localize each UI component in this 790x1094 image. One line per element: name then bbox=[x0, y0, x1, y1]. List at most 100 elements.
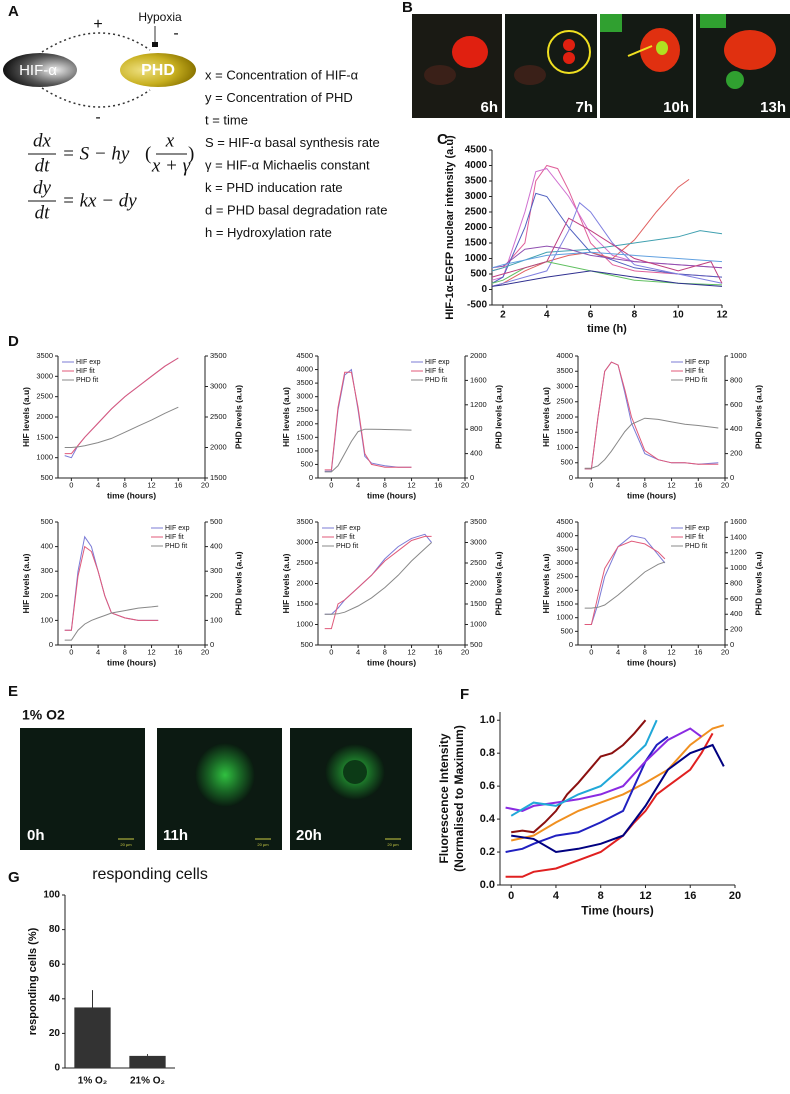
y2-tick-label: 100 bbox=[210, 615, 223, 624]
x-tick-label: 12 bbox=[407, 480, 415, 489]
x-tick-label: 16 bbox=[174, 647, 182, 656]
y-tick-label: 500 bbox=[40, 517, 53, 526]
x-tick-label: 0 bbox=[329, 480, 333, 489]
hif-node bbox=[3, 53, 77, 87]
y-tick-label: 500 bbox=[560, 626, 573, 635]
legend-label: HIF fit bbox=[425, 368, 444, 375]
minus-sign: - bbox=[95, 109, 100, 126]
y-tick-label: 2500 bbox=[296, 558, 313, 567]
x-tick-label: 8 bbox=[632, 310, 638, 321]
y2-tick-label: 1500 bbox=[210, 473, 227, 482]
y-tick-label: 0.8 bbox=[480, 747, 495, 759]
y2-axis-label: PHD levels (a.u) bbox=[493, 385, 503, 449]
x-tick-label: 8 bbox=[598, 890, 604, 902]
y-tick-label: 0.0 bbox=[480, 879, 495, 891]
legend-label: PHD fit bbox=[165, 543, 187, 550]
x-tick-label: 20 bbox=[729, 890, 741, 902]
y-tick-label: 1000 bbox=[465, 253, 488, 264]
y-tick-label: 3000 bbox=[556, 558, 573, 567]
x-axis-label: time (hours) bbox=[367, 657, 416, 667]
y2-axis-label: PHD levels (a.u) bbox=[753, 385, 763, 449]
time-label: 10h bbox=[663, 99, 689, 116]
y-tick-label: 3000 bbox=[36, 371, 53, 380]
cell bbox=[424, 65, 456, 85]
y2-tick-label: 2000 bbox=[210, 442, 227, 451]
y-axis-label: responding cells (%) bbox=[27, 927, 39, 1035]
micrograph bbox=[412, 14, 502, 118]
y-tick-label: 3500 bbox=[556, 544, 573, 553]
y-axis-label: (Normalised to Maximum) bbox=[452, 725, 466, 872]
x-tick-label: 0 bbox=[589, 480, 593, 489]
x-tick-label: 0 bbox=[508, 890, 514, 902]
cell bbox=[195, 743, 255, 807]
legend-label: HIF exp bbox=[336, 525, 361, 532]
y-tick-label: 300 bbox=[40, 566, 53, 575]
x-axis-label: Time (hours) bbox=[581, 904, 653, 918]
series-line bbox=[510, 719, 658, 817]
y-tick-label: 3000 bbox=[465, 191, 488, 202]
definition: x = Concentration of HIF-α bbox=[205, 67, 359, 82]
panel-label: G bbox=[8, 869, 20, 886]
y-axis-label: HIF levels (a.u) bbox=[281, 387, 291, 447]
legend-label: HIF fit bbox=[685, 534, 704, 541]
series-line bbox=[491, 251, 723, 269]
chart-title: responding cells bbox=[92, 866, 208, 883]
eq-paren: ) bbox=[188, 143, 194, 164]
x-tick-label: 8 bbox=[643, 647, 647, 656]
x-tick-label: 4 bbox=[96, 647, 100, 656]
panel-label: F bbox=[460, 686, 469, 703]
y-tick-label: 100 bbox=[43, 890, 60, 901]
y2-tick-label: 400 bbox=[470, 449, 483, 458]
series-line bbox=[491, 164, 723, 278]
series-line bbox=[505, 727, 702, 812]
y2-tick-label: 600 bbox=[730, 400, 743, 409]
y-tick-label: 0 bbox=[49, 640, 53, 649]
y-tick-label: 1.0 bbox=[480, 714, 495, 726]
y-tick-label: 100 bbox=[40, 615, 53, 624]
y-tick-label: 500 bbox=[40, 473, 53, 482]
y2-tick-label: 400 bbox=[730, 609, 743, 618]
y-tick-label: 0.2 bbox=[480, 846, 495, 858]
hypoxia-label: Hypoxia bbox=[138, 10, 182, 24]
y-tick-label: 500 bbox=[300, 459, 313, 468]
y2-tick-label: 3000 bbox=[210, 381, 227, 390]
y2-tick-label: 800 bbox=[730, 578, 743, 587]
x-tick-label: 12 bbox=[639, 890, 651, 902]
y2-tick-label: 2000 bbox=[470, 578, 487, 587]
y2-tick-label: 400 bbox=[730, 424, 743, 433]
series-line bbox=[491, 261, 723, 286]
legend-label: PHD fit bbox=[76, 377, 98, 384]
x-tick-label: 0 bbox=[69, 480, 73, 489]
y-tick-label: 0 bbox=[54, 1063, 60, 1074]
x-tick-label: 20 bbox=[461, 647, 469, 656]
cell bbox=[563, 52, 575, 64]
x-tick-label: 2 bbox=[500, 310, 506, 321]
y-axis-label: HIF levels (a.u) bbox=[281, 553, 291, 613]
activation-arc bbox=[41, 32, 151, 53]
x-tick-label: 21% O₂ bbox=[130, 1076, 165, 1087]
series-line bbox=[584, 540, 666, 625]
y-tick-label: 2000 bbox=[556, 412, 573, 421]
series-line bbox=[324, 535, 432, 630]
eq-paren: ( bbox=[145, 143, 151, 164]
x-tick-label: 4 bbox=[544, 310, 550, 321]
series-line bbox=[510, 724, 725, 842]
cell bbox=[452, 36, 488, 68]
y2-tick-label: 600 bbox=[730, 594, 743, 603]
y-tick-label: 2000 bbox=[36, 412, 53, 421]
y-tick-label: 0 bbox=[309, 473, 313, 482]
x-tick-label: 16 bbox=[434, 480, 442, 489]
y2-tick-label: 3500 bbox=[470, 517, 487, 526]
y2-tick-label: 0 bbox=[730, 640, 734, 649]
time-label: 7h bbox=[575, 99, 593, 116]
x-tick-label: 16 bbox=[694, 480, 702, 489]
series-line bbox=[64, 535, 159, 631]
x-axis-label: time (hours) bbox=[107, 490, 156, 500]
x-tick-label: 0 bbox=[69, 647, 73, 656]
series-line bbox=[584, 561, 666, 609]
y2-tick-label: 3000 bbox=[470, 537, 487, 546]
x-tick-label: 0 bbox=[329, 647, 333, 656]
y-tick-label: 40 bbox=[49, 993, 61, 1004]
y2-tick-label: 0 bbox=[210, 640, 214, 649]
cell bbox=[724, 30, 776, 70]
